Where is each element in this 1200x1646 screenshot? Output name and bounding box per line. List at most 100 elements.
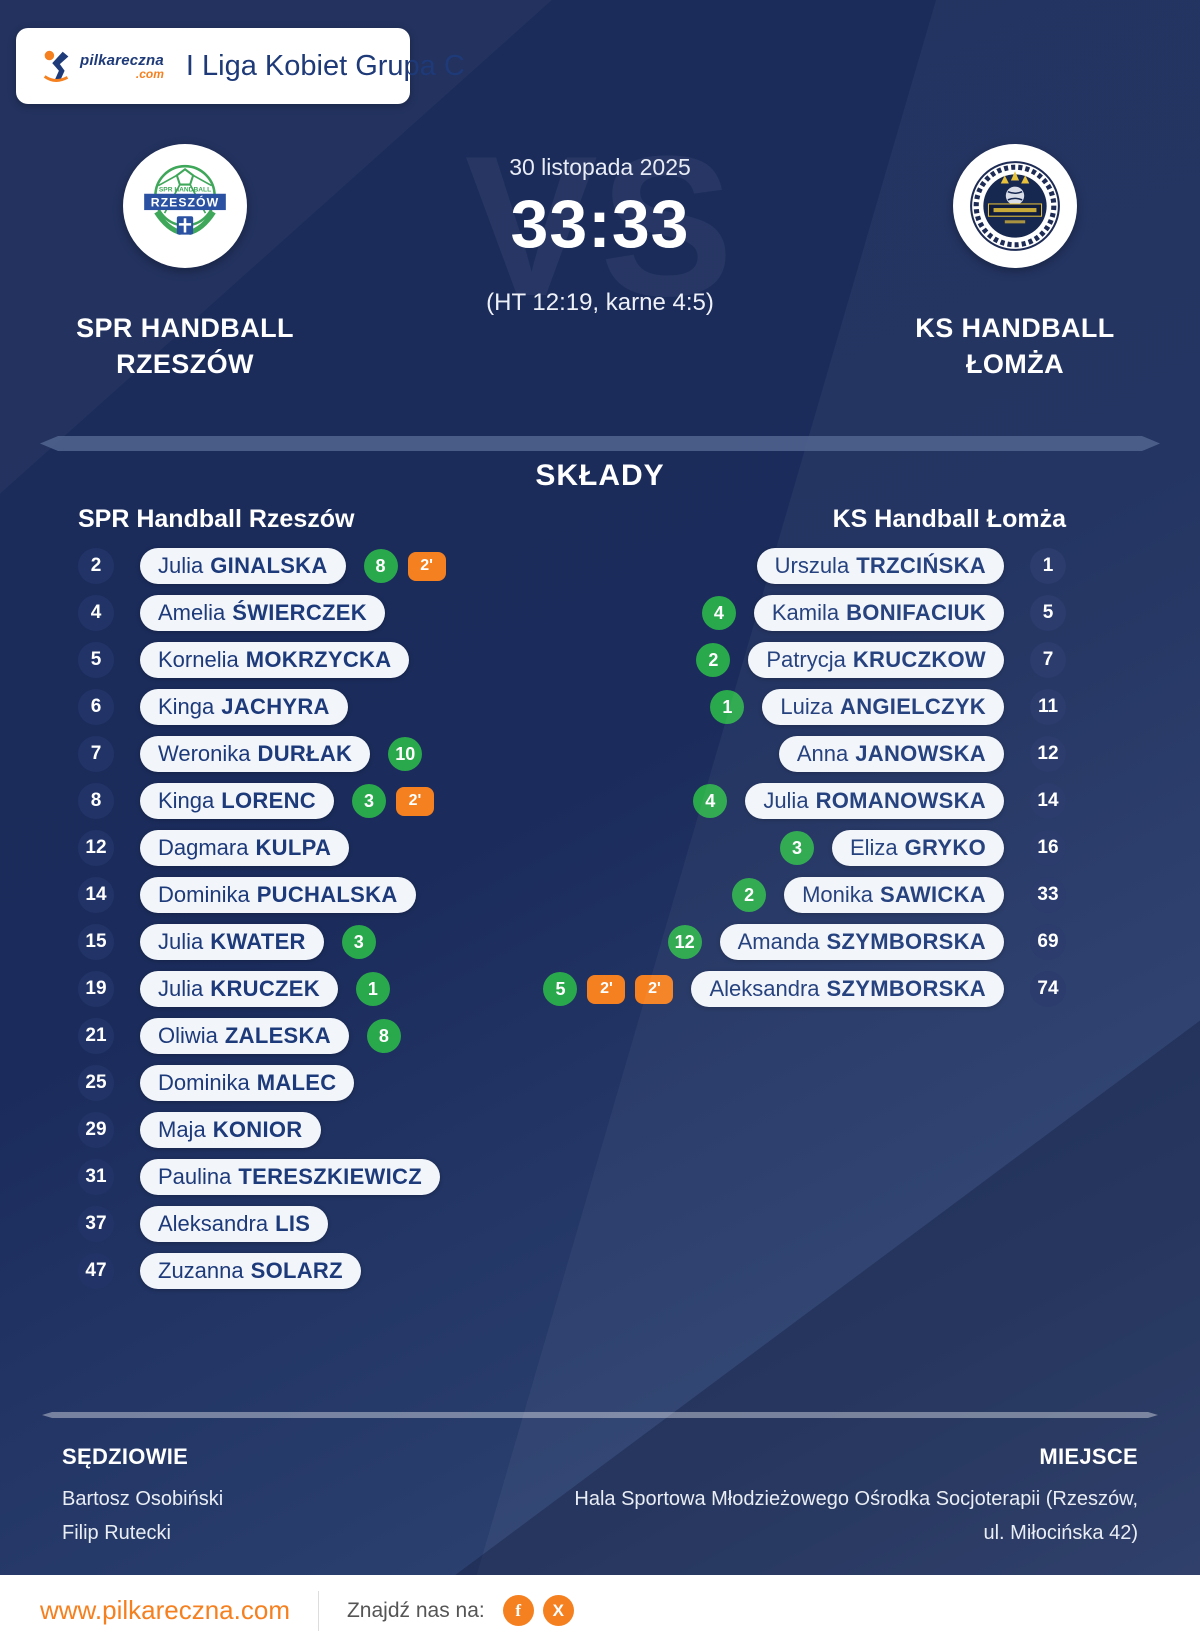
goals-badge: 2 [732,878,767,912]
player-badges: 4 [701,596,736,630]
player-first-name: Monika [802,882,873,907]
player-row: 12 Anna JANOWSKA [600,736,1066,772]
penalty-badge: 2' [407,551,446,581]
player-last-name: ŚWIERCZEK [232,600,367,625]
logo-wordmark: pilkareczna [80,51,164,69]
score-block: VS 30 listopada 2025 33:33 (HT 12:19, ka… [340,115,860,382]
player-first-name: Patrycja [766,647,846,672]
player-first-name: Paulina [158,1164,232,1189]
player-name-pill: Eliza GRYKO [831,830,1004,866]
penalty-badge: 2' [395,786,434,816]
facebook-icon[interactable]: f [502,1595,534,1626]
player-row: 25 Dominika MALEC [78,1065,600,1101]
player-number: 33 [1030,877,1066,913]
player-badges: 3 2' [351,784,434,818]
match-header: SPR HANDBALL RZESZÓW SPR HANDBALL RZESZÓ… [0,115,1200,382]
player-first-name: Kinga [158,694,215,719]
player-name-pill: Julia KWATER [140,924,324,960]
player-number: 16 [1030,830,1066,866]
player-name-pill: Urszula TRZCIŃSKA [756,548,1004,584]
player-name-pill: Paulina TERESZKIEWICZ [140,1159,440,1195]
player-name-pill: Julia ROMANOWSKA [745,783,1004,819]
player-first-name: Julia [158,553,204,578]
player-badges: 1 [710,690,745,724]
vs-watermark: VS [464,115,736,338]
section-divider [40,436,1160,451]
player-first-name: Kinga [158,788,215,813]
player-row: 15 Julia KWATER 3 [78,924,600,960]
match-score: 33:33 [510,186,690,262]
away-team-logo [953,144,1077,268]
player-first-name: Dominika [158,882,250,907]
goals-badge: 3 [351,784,386,818]
player-number: 47 [78,1253,114,1289]
player-first-name: Eliza [849,835,898,860]
match-info-footer: SĘDZIOWIE Bartosz Osobiński Filip Ruteck… [0,1412,1200,1550]
venue-line: ul. Miłocińska 42) [983,1522,1138,1544]
away-lineup-rows: 1 Urszula TRZCIŃSKA 5 Kamila BONIFACIUK 4 … [543,548,1066,1007]
player-number: 21 [78,1018,114,1054]
info-divider [42,1412,1158,1418]
player-name-pill: Dominika MALEC [140,1065,355,1101]
lineups-title: SKŁADY [535,459,665,492]
home-lineup-header: SPR Handball Rzeszów [78,505,355,533]
penalty-badge: 2' [587,974,626,1004]
player-row: 5 Kornelia MOKRZYCKA [78,642,600,678]
player-row: 7 Patrycja KRUCZKOW 2 [600,642,1066,678]
player-first-name: Anna [796,741,849,766]
goals-badge: 3 [341,925,376,959]
player-name-pill: Maja KONIOR [140,1112,321,1148]
player-first-name: Aleksandra [709,976,820,1001]
player-row: 7 Weronika DURŁAK 10 [78,736,600,772]
player-name-pill: Julia GINALSKA [140,548,346,584]
player-last-name: SAWICKA [880,882,986,907]
venue-label: MIEJSCE [1039,1444,1138,1469]
site-link[interactable]: www.pilkareczna.com [40,1595,290,1625]
player-last-name: GRYKO [904,835,986,860]
player-name-pill: Monika SAWICKA [784,877,1004,913]
player-name-pill: Amanda SZYMBORSKA [719,924,1004,960]
player-name-pill: Kinga JACHYRA [140,689,348,725]
referee-name: Filip Rutecki [62,1522,171,1544]
player-row: 16 Eliza GRYKO 3 [600,830,1066,866]
referees-block: SĘDZIOWIE Bartosz Osobiński Filip Ruteck… [62,1444,223,1550]
player-name-pill: Julia KRUCZEK [140,971,338,1007]
player-last-name: SZYMBORSKA [826,929,986,954]
home-team-logo: SPR HANDBALL RZESZÓW [123,144,247,268]
player-number: 12 [78,830,114,866]
player-first-name: Dominika [158,1070,250,1095]
player-number: 69 [1030,924,1066,960]
player-name-pill: Weronika DURŁAK [140,736,371,772]
venue-line: Hala Sportowa Młodzieżowego Ośrodka Socj… [574,1488,1138,1510]
player-number: 31 [78,1159,114,1195]
goals-badge: 4 [693,784,728,818]
away-lineup-column: KS Handball Łomża 1 Urszula TRZCIŃSKA 5 K… [543,505,1200,1018]
player-last-name: PUCHALSKA [256,882,398,907]
player-last-name: KONIOR [212,1117,303,1142]
goals-badge: 12 [667,925,702,959]
player-name-pill: Kornelia MOKRZYCKA [140,642,410,678]
player-row: 21 Oliwia ZALESKA 8 [78,1018,600,1054]
player-row: 14 Dominika PUCHALSKA [78,877,600,913]
goals-badge: 1 [710,690,745,724]
player-row: 14 Julia ROMANOWSKA 4 [600,783,1066,819]
player-first-name: Julia [158,976,204,1001]
player-badges: 12 [667,925,702,959]
player-badges: 8 2' [363,549,446,583]
league-header-card: pilkareczna .com I Liga Kobiet Grupa C [16,28,465,104]
player-badges: 2 [732,878,767,912]
pilkareczna-logo: pilkareczna .com [38,47,164,85]
svg-text:SPR HANDBALL: SPR HANDBALL [159,187,211,194]
venue-block: MIEJSCE Hala Sportowa Młodzieżowego Ośro… [574,1444,1138,1550]
home-team-column: SPR HANDBALL RZESZÓW SPR HANDBALL RZESZÓ… [30,144,340,382]
x-icon[interactable]: X [542,1595,574,1626]
player-last-name: JANOWSKA [855,741,986,766]
player-last-name: KWATER [210,929,306,954]
player-last-name: GINALSKA [210,553,328,578]
player-number: 7 [78,736,114,772]
player-last-name: DURŁAK [257,741,353,766]
player-number: 74 [1030,971,1066,1007]
player-row: 19 Julia KRUCZEK 1 [78,971,600,1007]
away-team-name: KS HANDBALL ŁOMŻA [915,313,1115,379]
